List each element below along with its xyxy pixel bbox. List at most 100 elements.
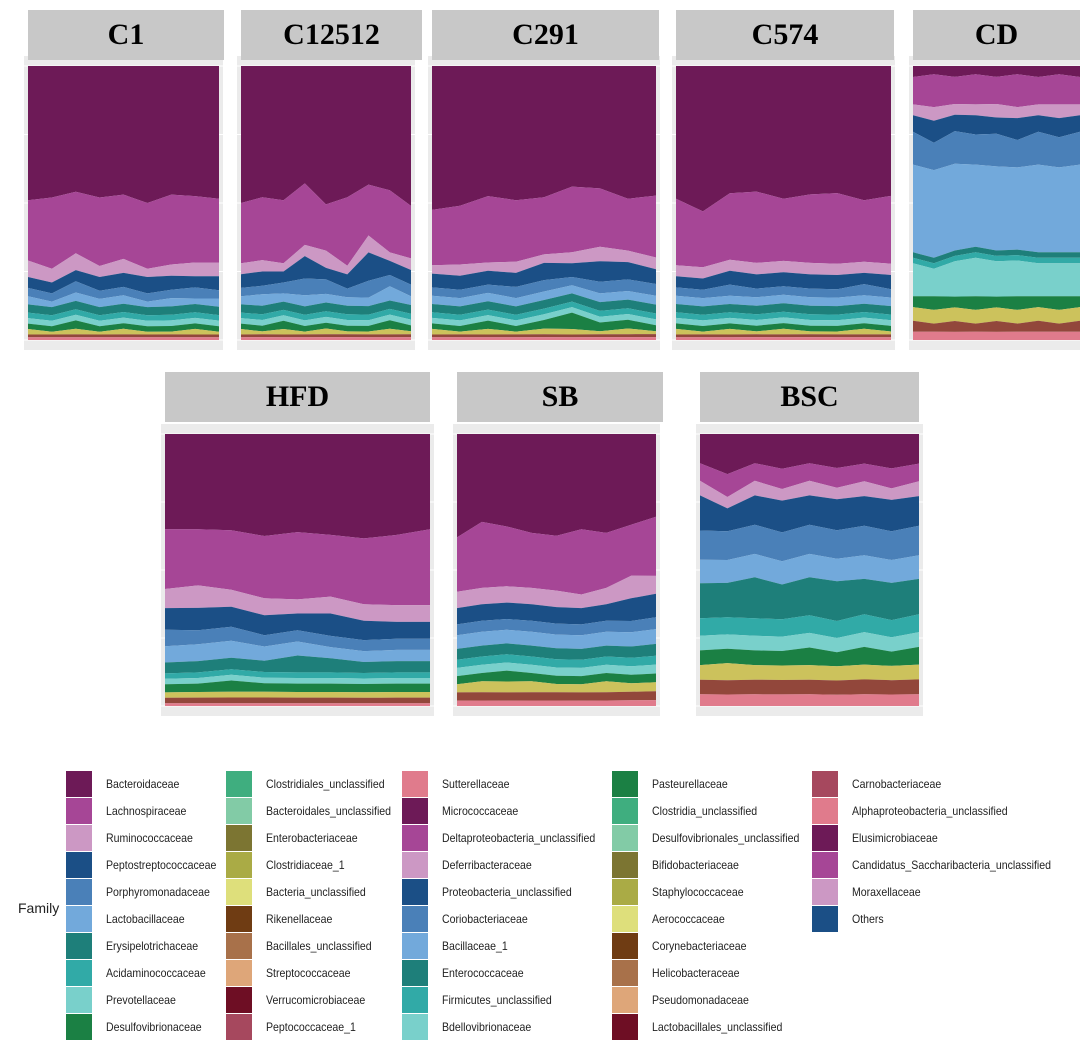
area-band xyxy=(676,328,891,335)
legend-label: Carnobacteriaceae xyxy=(852,776,942,791)
legend-item: Streptococcaceae xyxy=(226,959,408,986)
legend-label: Micrococcaceae xyxy=(442,803,519,818)
area-band xyxy=(165,697,430,704)
area-band xyxy=(457,691,656,701)
area-band xyxy=(241,66,411,206)
legend-item: Pasteurellaceae xyxy=(612,770,819,797)
legend-swatch xyxy=(612,824,638,851)
area-band xyxy=(676,66,891,212)
legend-item: Desulfovibrionales_unclassified xyxy=(612,824,819,851)
legend-swatch xyxy=(66,905,92,932)
legend-item: Desulfovibrionaceae xyxy=(66,1013,231,1040)
legend-swatch xyxy=(226,932,252,959)
legend-label: Clostridiales_unclassified xyxy=(266,776,385,791)
legend-swatch xyxy=(66,1013,92,1040)
legend-item: Bdellovibrionaceae xyxy=(402,1013,616,1040)
legend-label: Staphylococcaceae xyxy=(652,884,744,899)
legend-item: Lactobacillaceae xyxy=(66,905,231,932)
area-band xyxy=(432,246,656,276)
legend-column: Sutterellaceae Micrococcaceae Deltaproteob… xyxy=(402,770,616,1040)
legend-swatch xyxy=(226,878,252,905)
panel-header xyxy=(432,10,659,60)
legend-column: Pasteurellaceae Clostridia_unclassified De… xyxy=(612,770,819,1040)
panel-hfd: HFD xyxy=(161,372,434,716)
area-band xyxy=(165,674,430,685)
panel-c291: C291 xyxy=(428,10,660,350)
area-band xyxy=(28,309,219,321)
panel-header xyxy=(700,372,919,422)
legend-swatch xyxy=(812,824,838,851)
legend-swatch xyxy=(402,1013,428,1040)
area-band xyxy=(700,663,919,681)
legend-swatch xyxy=(226,1013,252,1040)
area-band xyxy=(241,235,411,275)
legend-swatch xyxy=(226,797,252,824)
area-band xyxy=(241,320,411,332)
area-band xyxy=(457,617,656,636)
legend-column: Bacteroidaceae Lachnospiraceae Ruminococca… xyxy=(66,770,231,1040)
legend-label: Clostridiaceae_1 xyxy=(266,857,345,872)
legend-label: Proteobacteria_unclassified xyxy=(442,884,572,899)
legend-label: Streptococcaceae xyxy=(266,965,351,980)
legend-item: Bacillaceae_1 xyxy=(402,932,616,959)
legend-swatch xyxy=(402,851,428,878)
area-band xyxy=(165,606,430,641)
area-band xyxy=(432,334,656,338)
area-band xyxy=(700,553,919,585)
area-band xyxy=(676,317,891,326)
area-band xyxy=(241,275,411,298)
legend-swatch xyxy=(66,878,92,905)
area-band xyxy=(241,334,411,338)
legend-label: Bacteria_unclassified xyxy=(266,884,366,899)
area-band xyxy=(676,334,891,338)
legend-swatch xyxy=(612,932,638,959)
legend-label: Pseudomonadaceae xyxy=(652,992,749,1007)
legend-label: Elusimicrobiaceae xyxy=(852,830,938,845)
legend-label: Aerococcaceae xyxy=(652,911,725,926)
area-band xyxy=(241,314,411,326)
legend-item: Corynebacteriaceae xyxy=(612,932,819,959)
legend-swatch xyxy=(612,851,638,878)
legend-label: Bacillales_unclassified xyxy=(266,938,372,953)
legend-item: Ruminococcaceae xyxy=(66,824,231,851)
area-band xyxy=(28,292,219,308)
legend-swatch xyxy=(226,959,252,986)
area-band xyxy=(676,284,891,299)
legend-item: Prevotellaceae xyxy=(66,986,231,1013)
panel-title: BSC xyxy=(780,380,838,413)
legend-item: Aerococcaceae xyxy=(612,905,819,932)
legend-label: Peptostreptococcaceae xyxy=(106,857,217,872)
area-band xyxy=(913,131,1080,171)
area-band xyxy=(676,337,891,340)
legend-item: Proteobacteria_unclassified xyxy=(402,878,616,905)
legend-item: Lactobacillales_unclassified xyxy=(612,1013,819,1040)
legend-item: Clostridiaceae_1 xyxy=(226,851,408,878)
legend-column: Clostridiales_unclassified Bacteroidales_… xyxy=(226,770,408,1040)
area-band xyxy=(700,646,919,667)
area-band xyxy=(28,66,219,203)
area-band xyxy=(28,337,219,340)
legend-swatch xyxy=(402,905,428,932)
legend-column: Carnobacteriaceae Alphaproteobacteria_unc… xyxy=(812,770,1078,932)
legend-swatch xyxy=(66,959,92,986)
legend-item: Erysipelotrichaceae xyxy=(66,932,231,959)
area-band xyxy=(913,74,1080,108)
area-band xyxy=(28,328,219,335)
legend-item: Deferribacteraceae xyxy=(402,851,616,878)
legend-label: Ruminococcaceae xyxy=(106,830,193,845)
legend-label: Moraxellaceae xyxy=(852,884,921,899)
legend-item: Bacteroidaceae xyxy=(66,770,231,797)
area-band xyxy=(913,114,1080,143)
area-band xyxy=(165,640,430,663)
area-band xyxy=(457,629,656,649)
faceted-area-charts: C1 C12512 C291 C574 CD HFD SB BSC xyxy=(24,10,1080,716)
legend-label: Peptococcaceae_1 xyxy=(266,1019,356,1034)
area-band xyxy=(432,337,656,340)
legend-label: Prevotellaceae xyxy=(106,992,176,1007)
area-band xyxy=(457,654,656,668)
area-band xyxy=(676,270,891,290)
legend-swatch xyxy=(612,905,638,932)
area-band xyxy=(28,281,219,302)
legend-label: Others xyxy=(852,911,884,926)
area-band xyxy=(700,434,919,475)
